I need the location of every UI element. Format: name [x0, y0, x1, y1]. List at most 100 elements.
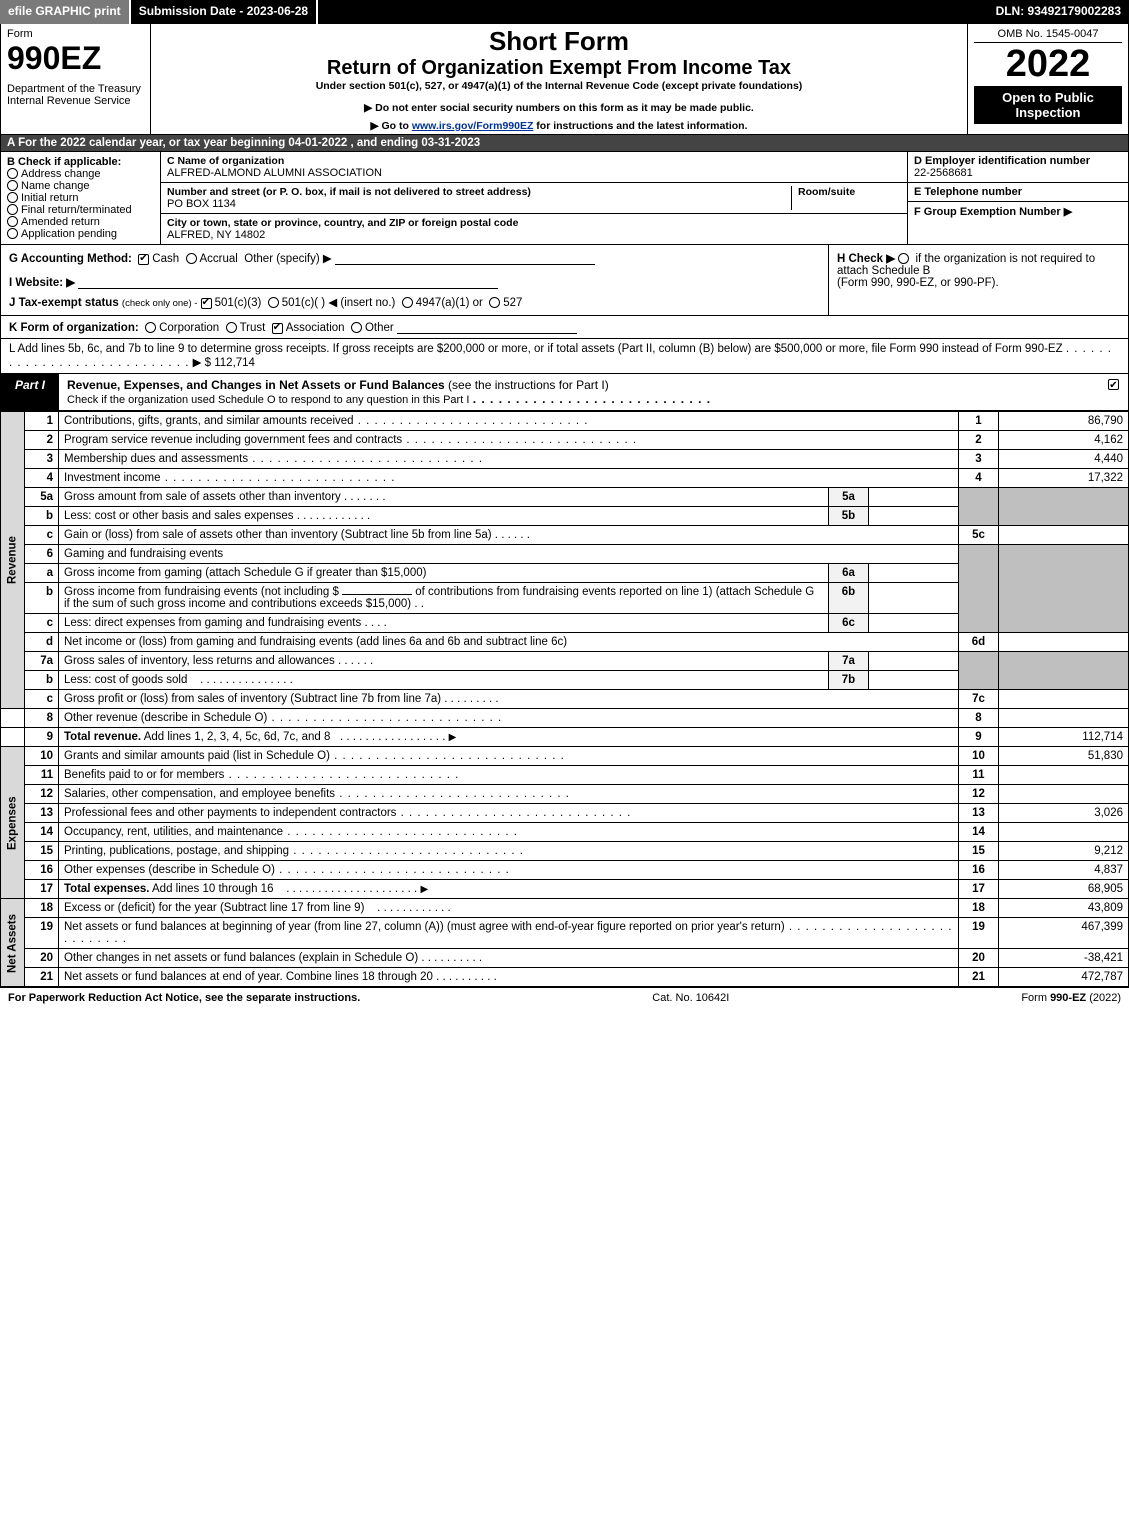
chk-h[interactable] — [898, 253, 909, 264]
ln-12-text: Salaries, other compensation, and employ… — [64, 788, 335, 800]
amt-2: 4,162 — [999, 431, 1129, 450]
chk-part1-schedo[interactable] — [1108, 379, 1119, 390]
chk-address[interactable]: Address change — [7, 168, 154, 180]
chk-initial[interactable]: Initial return — [7, 192, 154, 204]
part1-table: Revenue 1 Contributions, gifts, grants, … — [0, 411, 1129, 987]
i-label: I Website: ▶ — [9, 277, 75, 289]
k-other-field[interactable] — [397, 320, 577, 334]
chk-corp[interactable] — [145, 322, 156, 333]
e-label: E Telephone number — [914, 186, 1122, 198]
ln-21-text: Net assets or fund balances at end of ye… — [64, 971, 433, 983]
ln-2-text: Program service revenue including govern… — [64, 434, 402, 446]
amt-21: 472,787 — [999, 968, 1129, 987]
irs-link[interactable]: www.irs.gov/Form990EZ — [412, 120, 534, 132]
l-arrow: ▶ $ — [193, 357, 211, 369]
ln-14-text: Occupancy, rent, utilities, and maintena… — [64, 826, 283, 838]
footer: For Paperwork Reduction Act Notice, see … — [0, 987, 1129, 1008]
ln-11-text: Benefits paid to or for members — [64, 769, 224, 781]
ln-7c-text: Gross profit or (loss) from sales of inv… — [64, 693, 441, 705]
omb-number: OMB No. 1545-0047 — [974, 28, 1122, 43]
chk-4947[interactable] — [402, 297, 413, 308]
chk-app[interactable]: Application pending — [7, 228, 154, 240]
ln-6b-text: Gross income from fundraising events (no… — [59, 583, 829, 614]
ln-6c-text: Less: direct expenses from gaming and fu… — [64, 617, 361, 629]
g-row: G Accounting Method: Cash Accrual Other … — [9, 251, 820, 265]
chk-amended[interactable]: Amended return — [7, 216, 154, 228]
section-k: K Form of organization: Corporation Trus… — [0, 316, 1129, 339]
j-note: (check only one) - — [122, 298, 198, 309]
dept-irs: Internal Revenue Service — [7, 95, 144, 107]
g-other-field[interactable] — [335, 251, 595, 265]
section-bcd: B Check if applicable: Address change Na… — [0, 152, 1129, 245]
amt-10: 51,830 — [999, 747, 1129, 766]
side-netassets: Net Assets — [1, 899, 25, 987]
section-ghij: G Accounting Method: Cash Accrual Other … — [0, 245, 1129, 316]
amt-13: 3,026 — [999, 804, 1129, 823]
under-section: Under section 501(c), 527, or 4947(a)(1)… — [157, 80, 961, 92]
chk-cash[interactable] — [138, 254, 149, 265]
ln-13-text: Professional fees and other payments to … — [64, 807, 396, 819]
f-label: F Group Exemption Number ▶ — [914, 205, 1122, 218]
h-text2: (Form 990, 990-EZ, or 990-PF). — [837, 277, 999, 289]
efile-print[interactable]: efile GRAPHIC print — [0, 0, 131, 24]
h-label: H Check ▶ — [837, 253, 895, 265]
col-b: B Check if applicable: Address change Na… — [1, 152, 161, 244]
ln-3-text: Membership dues and assessments — [64, 453, 248, 465]
ghij-left: G Accounting Method: Cash Accrual Other … — [1, 245, 828, 315]
ln-5a-text: Gross amount from sale of assets other t… — [64, 491, 341, 503]
g-other: Other (specify) ▶ — [244, 253, 331, 265]
ln-4-text: Investment income — [64, 472, 161, 484]
chk-name[interactable]: Name change — [7, 180, 154, 192]
box-1: 1 — [959, 412, 999, 431]
ln-1-no: 1 — [25, 412, 59, 431]
line-a: A For the 2022 calendar year, or tax yea… — [0, 135, 1129, 152]
ln-18-text: Excess or (deficit) for the year (Subtra… — [64, 902, 364, 914]
ln-16-text: Other expenses (describe in Schedule O) — [64, 864, 275, 876]
chk-assoc[interactable] — [272, 323, 283, 334]
j-label: J Tax-exempt status — [9, 297, 119, 309]
website-field[interactable] — [78, 275, 498, 289]
chk-trust[interactable] — [226, 322, 237, 333]
amt-1: 86,790 — [999, 412, 1129, 431]
amt-15: 9,212 — [999, 842, 1129, 861]
c-city-label: City or town, state or province, country… — [167, 217, 518, 229]
short-form-title: Short Form — [157, 26, 961, 57]
ln-5c-text: Gain or (loss) from sale of assets other… — [64, 529, 492, 541]
part1-tab: Part I — [1, 374, 59, 410]
ln-1-text: Contributions, gifts, grants, and simila… — [64, 415, 354, 427]
dept-treasury: Department of the Treasury — [7, 83, 144, 95]
chk-other-org[interactable] — [351, 322, 362, 333]
d-ein: D Employer identification number 22-2568… — [908, 152, 1128, 183]
amt-20: -38,421 — [999, 949, 1129, 968]
part1-checkbox-cell — [1102, 374, 1128, 410]
b-label: B Check if applicable: — [7, 156, 154, 168]
form-header: Form 990EZ Department of the Treasury In… — [0, 24, 1129, 135]
ein-value: 22-2568681 — [914, 167, 1122, 179]
l-value: 112,714 — [214, 357, 255, 369]
chk-accrual[interactable] — [186, 253, 197, 264]
chk-501c[interactable] — [268, 297, 279, 308]
amt-9: 112,714 — [999, 728, 1129, 747]
goto-note: ▶ Go to www.irs.gov/Form990EZ for instru… — [157, 120, 961, 132]
goto-post: for instructions and the latest informat… — [533, 120, 747, 132]
col-c: C Name of organization ALFRED-ALMOND ALU… — [161, 152, 908, 244]
part1-title: Revenue, Expenses, and Changes in Net As… — [59, 374, 1102, 410]
f-group: F Group Exemption Number ▶ — [908, 202, 1128, 221]
p1-dots — [473, 392, 711, 406]
i-row: I Website: ▶ — [9, 275, 820, 289]
form-number: 990EZ — [7, 40, 144, 77]
ln-7b-text: Less: cost of goods sold — [64, 674, 187, 686]
footer-right: Form 990-EZ (2022) — [1021, 992, 1121, 1004]
dln: DLN: 93492179002283 — [988, 0, 1129, 24]
ln-19-text: Net assets or fund balances at beginning… — [64, 921, 785, 933]
ln-8-text: Other revenue (describe in Schedule O) — [64, 712, 267, 724]
return-title: Return of Organization Exempt From Incom… — [157, 57, 961, 80]
part1-subcheck: Check if the organization used Schedule … — [67, 394, 469, 406]
d-label: D Employer identification number — [914, 155, 1122, 167]
inner-5a: 5a — [829, 488, 869, 507]
chk-final[interactable]: Final return/terminated — [7, 204, 154, 216]
chk-501c3[interactable] — [201, 298, 212, 309]
open-public: Open to Public Inspection — [974, 86, 1122, 124]
ln-7a-text: Gross sales of inventory, less returns a… — [64, 655, 335, 667]
chk-527[interactable] — [489, 297, 500, 308]
